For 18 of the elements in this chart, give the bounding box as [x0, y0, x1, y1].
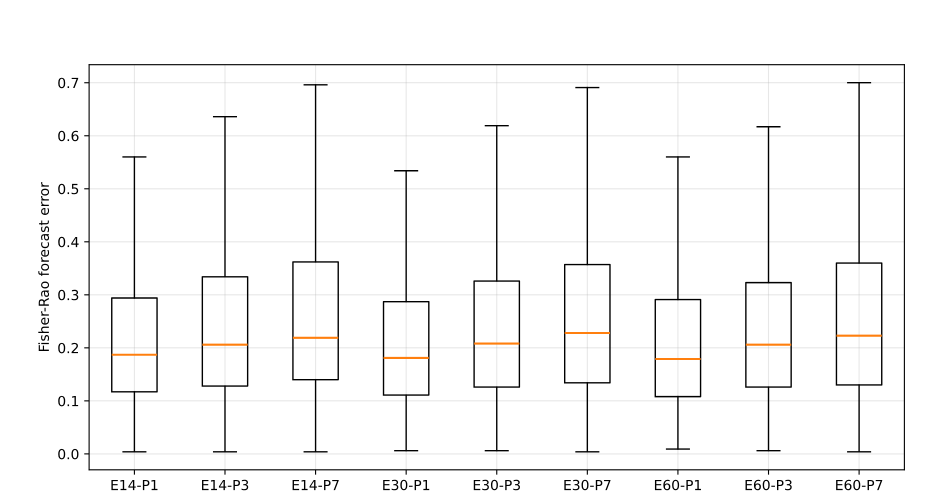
y-tick-label: 0.7 — [58, 78, 78, 88]
x-tick-label: E14-P3 — [202, 480, 248, 490]
y-tick-label: 0.4 — [58, 236, 79, 248]
x-tick-label: E60-P7 — [836, 480, 882, 490]
y-tick-label: 0.6 — [58, 130, 79, 142]
x-tick-label: E14-P1 — [111, 480, 158, 490]
x-tick-label: E60-P1 — [654, 480, 701, 490]
x-tick-label: E30-P3 — [474, 480, 520, 490]
y-axis-title: Fisher-Rao forecast error — [38, 182, 50, 351]
y-tick-label: 0.0 — [58, 448, 78, 460]
x-tick-label: E30-P7 — [564, 480, 610, 490]
y-tick-label: 0.2 — [58, 342, 78, 354]
y-tick-label: 0.1 — [58, 396, 78, 406]
x-tick-label: E30-P1 — [383, 480, 430, 490]
y-tick-label: 0.5 — [58, 184, 78, 194]
y-tick-label: 0.3 — [58, 290, 78, 300]
x-tick-label: E60-P3 — [746, 480, 792, 490]
x-tick-label: E14-P7 — [292, 480, 339, 490]
